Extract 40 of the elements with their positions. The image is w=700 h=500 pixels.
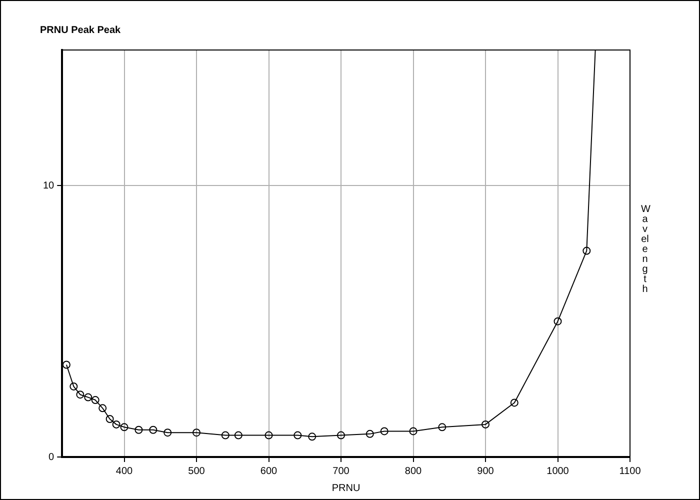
point	[380, 427, 388, 436]
point	[264, 431, 273, 440]
x-tick-label: 500	[188, 466, 206, 477]
point	[106, 415, 114, 424]
point	[337, 431, 346, 440]
point	[438, 423, 446, 432]
point	[510, 398, 518, 407]
point	[554, 317, 562, 326]
x-tick-label: 800	[404, 466, 422, 477]
x-axis-title: PRNU	[332, 482, 360, 494]
y-tick-label: 0	[48, 452, 55, 463]
point	[112, 420, 120, 428]
x-tick-label: 600	[260, 466, 278, 477]
point	[76, 390, 84, 399]
point	[221, 431, 230, 440]
point	[70, 382, 78, 390]
point	[149, 426, 158, 434]
x-tick-label: 1100	[619, 466, 642, 477]
point	[164, 428, 172, 437]
point	[192, 428, 201, 437]
point	[84, 393, 92, 402]
point	[234, 431, 242, 440]
point	[366, 430, 374, 438]
x-tick-label: 400	[116, 466, 134, 477]
text: Wavelength	[641, 204, 650, 295]
point	[308, 432, 316, 441]
point	[91, 396, 100, 404]
point	[62, 360, 70, 369]
point	[120, 423, 128, 432]
point	[482, 420, 490, 428]
chart-title: PRNU Peak Peak	[40, 24, 122, 36]
x-tick-label: 1000	[546, 466, 570, 477]
point	[582, 246, 591, 255]
y-tick-label: 10	[43, 180, 55, 192]
x-tick-label: 900	[477, 466, 494, 477]
point	[294, 431, 302, 440]
x-tick-label: 700	[332, 466, 350, 477]
point	[409, 427, 418, 436]
point	[134, 426, 143, 434]
point	[98, 404, 107, 412]
